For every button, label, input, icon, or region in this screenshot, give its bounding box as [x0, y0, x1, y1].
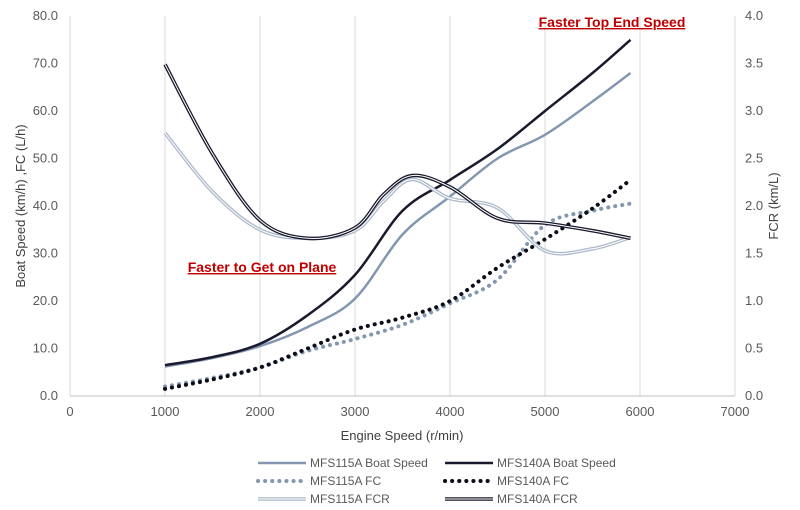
- legend: MFS115A Boat Speed MFS140A Boat Speed MFS1…: [256, 456, 616, 506]
- series-line-mfs140a-fc: [163, 177, 633, 391]
- y2-tick-label: 1.0: [745, 293, 763, 308]
- y-tick-label: 20.0: [33, 293, 58, 308]
- x-tick-labels: 0 1000 2000 3000 4000 5000 6000 7000: [66, 404, 749, 419]
- y-tick-label: 10.0: [33, 341, 58, 356]
- series-line-mfs140a-fcr-inner: [164, 64, 631, 240]
- y-tick-label: 70.0: [33, 56, 58, 71]
- legend-label-mfs140a-fcr: MFS140A FCR: [497, 492, 578, 506]
- x-tick-label: 1000: [151, 404, 180, 419]
- y2-tick-label: 4.0: [745, 8, 763, 23]
- x-tick-label: 2000: [246, 404, 275, 419]
- y-tick-label: 60.0: [33, 103, 58, 118]
- series-line-mfs115a-fc: [163, 201, 633, 389]
- y-tick-label: 50.0: [33, 151, 58, 166]
- y2-tick-label: 0.0: [745, 388, 763, 403]
- series-line-mfs115a-boat-speed: [164, 72, 632, 368]
- x-tick-label: 7000: [721, 404, 750, 419]
- legend-label-mfs140a-fc: MFS140A FC: [497, 474, 569, 488]
- series-lines: [163, 38, 633, 391]
- y2-tick-label: 0.5: [745, 341, 763, 356]
- grid: [164, 16, 736, 396]
- y-tick-label: 80.0: [33, 8, 58, 23]
- annotation-get-on-plane: Faster to Get on Plane: [188, 259, 337, 275]
- y2-tick-label: 2.5: [745, 151, 763, 166]
- y2-tick-label: 3.0: [745, 103, 763, 118]
- legend-label-mfs115a-fcr: MFS115A FCR: [310, 492, 390, 506]
- legend-label-mfs115a-boat-speed: MFS115A Boat Speed: [310, 456, 428, 470]
- x-tick-label: 0: [66, 404, 73, 419]
- series-line-mfs140a-boat-speed: [164, 38, 632, 367]
- x-tick-label: 5000: [531, 404, 560, 419]
- axes: [69, 16, 736, 397]
- y2-tick-label: 3.5: [745, 56, 763, 71]
- x-tick-label: 3000: [341, 404, 370, 419]
- x-tick-label: 4000: [436, 404, 465, 419]
- y2-tick-label: 1.5: [745, 246, 763, 261]
- series-line-mfs115a-fcr: [163, 131, 632, 256]
- y-tick-label: 30.0: [33, 246, 58, 261]
- y-tick-label: 0.0: [40, 388, 58, 403]
- y-tick-label: 40.0: [33, 198, 58, 213]
- x-tick-label: 6000: [626, 404, 655, 419]
- y-axis-title: Boat Speed (km/h) ,FC (L/h): [13, 124, 28, 287]
- series-line-mfs115a-fcr-inner: [164, 132, 631, 255]
- x-axis-title: Engine Speed (r/min): [341, 428, 464, 443]
- y2-tick-labels: 0.0 0.5 1.0 1.5 2.0 2.5 3.0 3.5 4.0: [745, 8, 763, 403]
- legend-label-mfs140a-boat-speed: MFS140A Boat Speed: [497, 456, 616, 470]
- y2-axis-title: FCR (km/L): [766, 172, 781, 239]
- annotation-top-end: Faster Top End Speed: [539, 14, 686, 30]
- y2-tick-label: 2.0: [745, 198, 763, 213]
- legend-label-mfs115a-fc: MFS115A FC: [310, 474, 381, 488]
- y-tick-labels: 0.0 10.0 20.0 30.0 40.0 50.0 60.0 70.0 80.0: [33, 8, 58, 403]
